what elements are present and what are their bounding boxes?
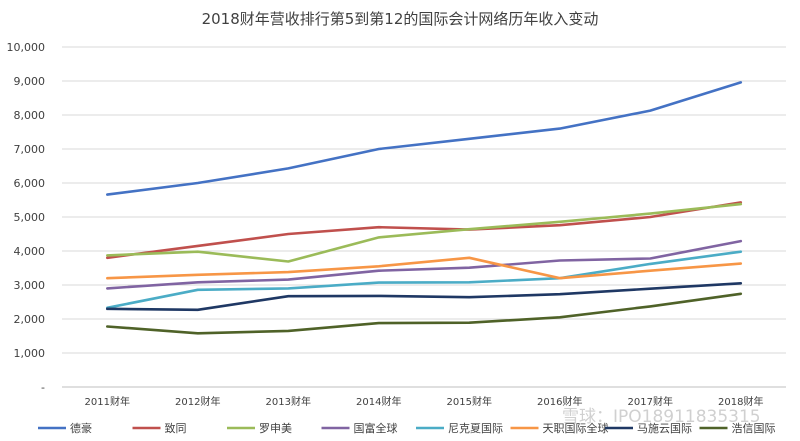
series-line-5 [106, 250, 743, 310]
legend-entry: 罗申美 [259, 422, 292, 435]
x-tick-label: 2016财年 [537, 395, 582, 408]
y-axis: - 1,000 2,000 3,000 4,000 5,000 6,000 7,000 8,00… [7, 41, 46, 394]
legend-entry: 天职国际全球 [543, 421, 609, 435]
legend-entry: 尼克夏国际 [448, 422, 503, 435]
y-tick-label: 9,000 [14, 75, 46, 88]
y-tick-label: 10,000 [7, 41, 46, 54]
series-line-6 [106, 256, 743, 280]
y-tick-label: 4,000 [14, 245, 46, 258]
y-tick-label: 2,000 [14, 313, 46, 326]
y-tick-label: 8,000 [14, 109, 46, 122]
series-line-8 [106, 292, 743, 335]
legend-entry: 致同 [165, 421, 187, 435]
x-tick-label: 2018财年 [718, 395, 763, 408]
x-axis: 2011财年 2012财年 2013财年 2014财年 2015财年 2016财年 2017… [85, 395, 764, 408]
legend-entry: 马施云国际 [637, 422, 692, 435]
y-tick-label: 3,000 [14, 279, 46, 292]
y-tick-label: - [41, 381, 45, 394]
x-tick-label: 2011财年 [85, 395, 130, 408]
y-tick-label: 6,000 [14, 177, 46, 190]
y-tick-label: 7,000 [14, 143, 46, 156]
legend-entry: 德豪 [70, 421, 92, 435]
chart-title: 2018财年营收排行第5到第12的国际会计网络历年收入变动 [202, 10, 599, 28]
x-tick-label: 2017财年 [628, 395, 673, 408]
series-line-2 [106, 201, 743, 260]
legend-entry: 国富全球 [354, 421, 398, 435]
series-line-7 [106, 281, 743, 312]
series-line-1 [106, 81, 743, 196]
series-line-3 [106, 202, 743, 263]
legend-entry: 浩信国际 [732, 422, 776, 435]
legend: 德豪 致同 罗申美 国富全球 尼克夏国际 天职国际全球 马施云国际 浩信国际 [38, 421, 776, 435]
x-tick-label: 2012财年 [175, 395, 220, 408]
x-tick-label: 2013财年 [266, 395, 311, 408]
watermark-text: 雪球：IPO18911835315 [562, 407, 761, 427]
y-tick-label: 5,000 [14, 211, 46, 224]
x-tick-label: 2015财年 [447, 395, 492, 408]
x-tick-label: 2014财年 [356, 395, 401, 408]
gridlines [62, 46, 786, 388]
series-line-4 [106, 239, 743, 290]
y-tick-label: 1,000 [14, 347, 46, 360]
series-lines [106, 81, 743, 335]
